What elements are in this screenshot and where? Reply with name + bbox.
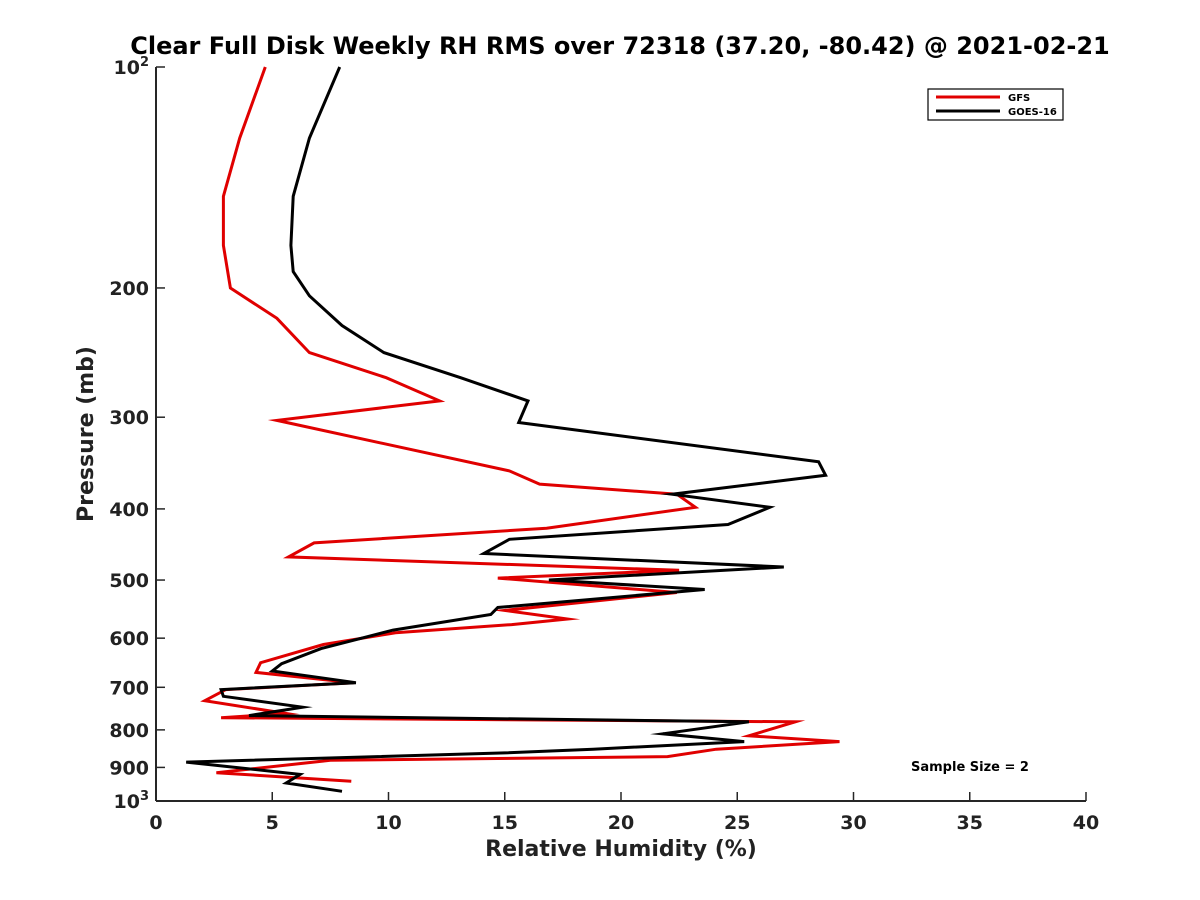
x-tick-label: 40: [1073, 812, 1099, 834]
legend-box: [927, 88, 1064, 121]
x-tick-label: 35: [957, 812, 983, 834]
chart-title: Clear Full Disk Weekly RH RMS over 72318…: [130, 32, 1110, 60]
sample-size-annotation: Sample Size = 2: [911, 760, 1029, 775]
y-tick-label: 700: [109, 677, 149, 699]
y-tick-label: 500: [109, 570, 149, 592]
y-tick-label: 900: [109, 757, 149, 779]
x-tick-label: 5: [266, 812, 279, 834]
x-tick-label: 30: [840, 812, 866, 834]
x-tick-label: 15: [492, 812, 518, 834]
x-tick-label: 25: [724, 812, 750, 834]
legend-label-goes16: GOES-16: [1008, 107, 1057, 118]
y-tick-label: 102: [114, 55, 150, 79]
series-line-goes16: [186, 66, 828, 793]
x-axis-label: Relative Humidity (%): [485, 837, 757, 862]
y-tick-label: 103: [114, 789, 150, 813]
y-axis-label: Pressure (mb): [74, 346, 99, 522]
y-tick-label: 800: [109, 720, 149, 742]
y-ticks: 102 200 300 400 500 600 700 800 900 103: [109, 55, 165, 813]
x-tick-label: 0: [149, 812, 162, 834]
legend: GFS GOES-16: [927, 88, 1064, 121]
series-line-gfs: [200, 66, 840, 783]
y-tick-label: 300: [109, 407, 149, 429]
y-tick-label: 600: [109, 628, 149, 650]
series-layer: [186, 66, 840, 793]
x-ticks: 0 5 10 15 20 25 30 35 40: [149, 792, 1099, 834]
y-tick-label: 400: [109, 499, 149, 521]
x-tick-label: 20: [608, 812, 634, 834]
x-tick-label: 10: [375, 812, 401, 834]
legend-label-gfs: GFS: [1008, 93, 1030, 104]
y-tick-label: 200: [109, 278, 149, 300]
